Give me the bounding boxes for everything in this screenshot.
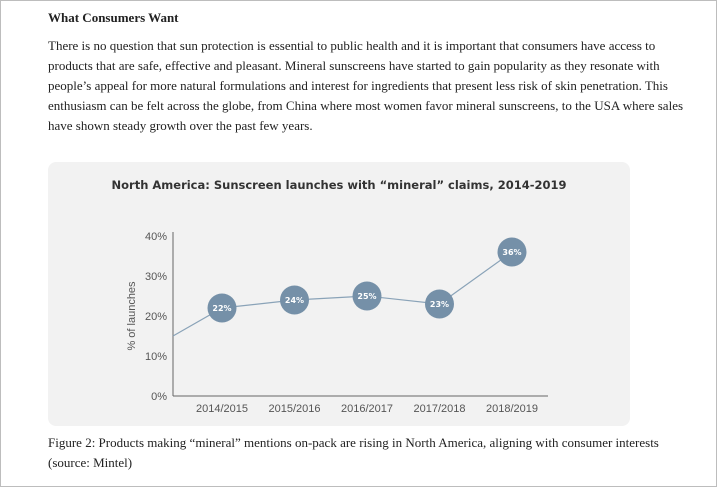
data-label: 23%	[430, 300, 449, 309]
data-point-marker	[280, 285, 309, 315]
chart-card: North America: Sunscreen launches with “…	[48, 162, 630, 426]
y-tick-label: 10%	[145, 351, 167, 363]
data-label: 25%	[357, 292, 376, 301]
y-tick-label: 40%	[145, 231, 167, 243]
x-tick-label: 2016/2017	[341, 403, 393, 415]
chart-title: North America: Sunscreen launches with “…	[112, 178, 567, 192]
data-label: 24%	[285, 296, 304, 305]
data-point-marker	[425, 289, 454, 319]
data-point: 36%	[497, 237, 527, 267]
y-tick-label: 30%	[145, 271, 167, 283]
y-tick-label: 0%	[151, 391, 167, 403]
data-point: 22%	[207, 293, 237, 323]
data-label: 36%	[502, 248, 521, 257]
line-chart: North America: Sunscreen launches with “…	[112, 178, 567, 415]
x-tick-label: 2017/2018	[414, 403, 466, 415]
data-point: 24%	[280, 285, 309, 315]
x-tick-label: 2015/2016	[269, 403, 321, 415]
data-point-marker	[207, 293, 237, 323]
data-point: 25%	[352, 281, 382, 311]
figure-caption: Figure 2: Products making “mineral” ment…	[48, 435, 659, 470]
x-tick-label: 2014/2015	[196, 403, 248, 415]
data-point-marker	[497, 237, 527, 267]
y-axis-label: % of launches	[126, 281, 138, 351]
y-tick-label: 20%	[145, 311, 167, 323]
data-point-marker	[352, 281, 382, 311]
intro-paragraph: There is no question that sun protection…	[48, 38, 684, 133]
data-label: 22%	[212, 304, 231, 313]
data-point: 23%	[425, 289, 454, 319]
x-tick-label: 2018/2019	[486, 403, 538, 415]
section-heading: What Consumers Want	[48, 10, 179, 25]
